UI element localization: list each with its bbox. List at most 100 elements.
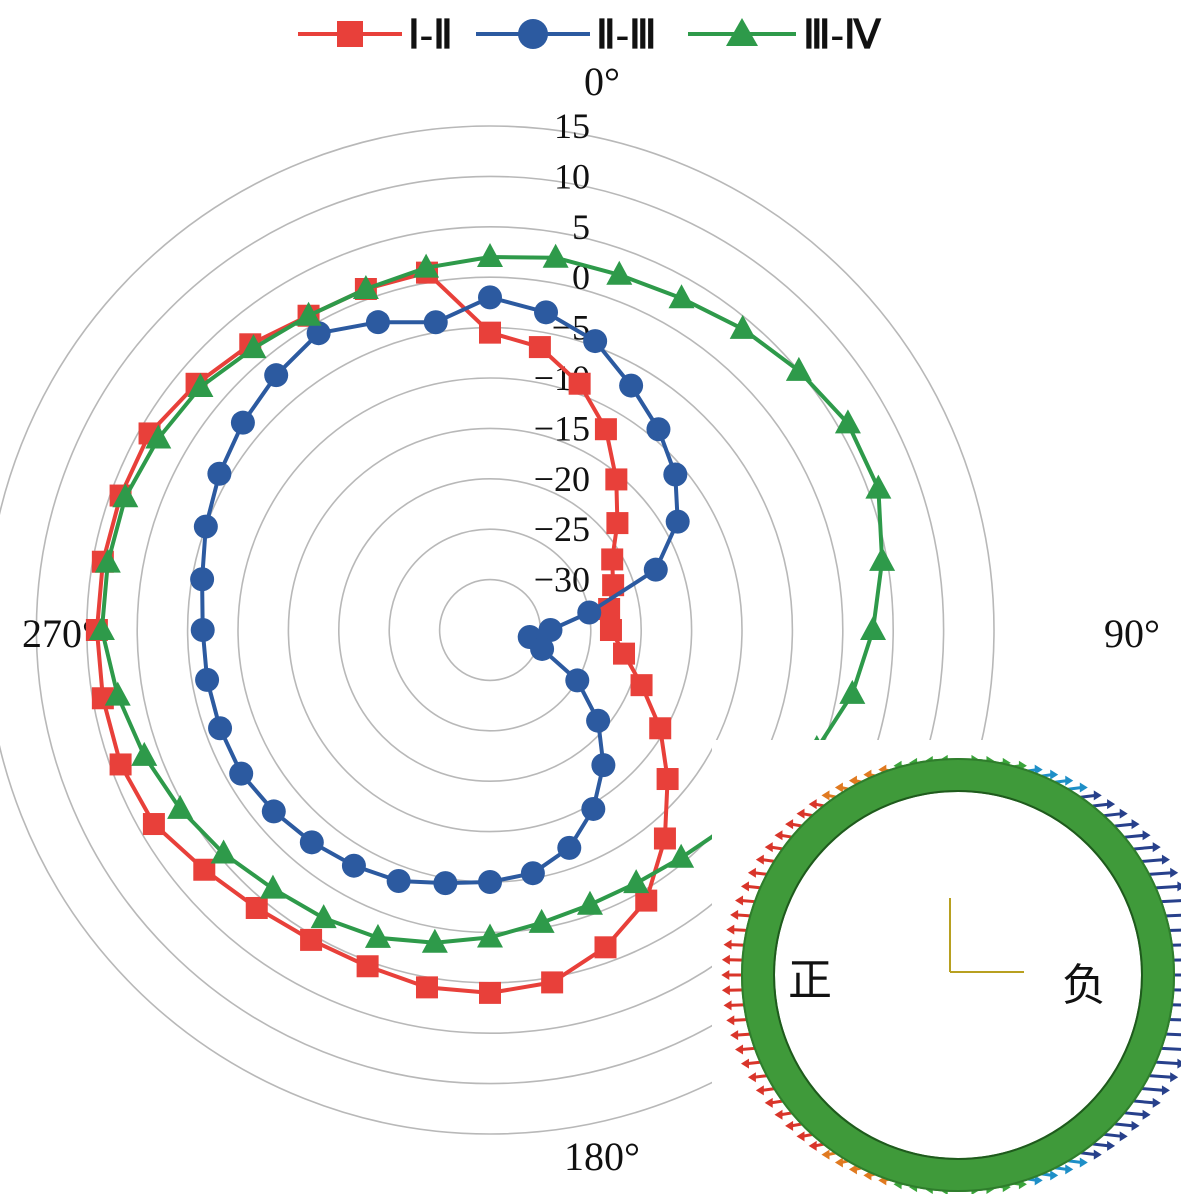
data-point xyxy=(865,474,892,499)
data-point xyxy=(528,908,555,933)
inset-arrowhead xyxy=(726,924,735,935)
data-point xyxy=(520,861,545,886)
data-point xyxy=(364,923,391,948)
inset-arrowhead xyxy=(730,909,739,920)
data-point xyxy=(187,373,214,398)
data-point xyxy=(88,616,115,640)
data-point xyxy=(310,904,337,929)
inset-arrowhead xyxy=(1177,881,1181,892)
data-point xyxy=(230,410,255,435)
data-point xyxy=(834,409,861,434)
radial-tick-label: 10 xyxy=(554,156,590,196)
inset-arrow xyxy=(1139,1086,1165,1092)
inset-arrowhead xyxy=(1050,769,1059,780)
data-point xyxy=(643,557,668,582)
data-point xyxy=(528,336,551,359)
data-point xyxy=(646,417,671,442)
series-layer xyxy=(85,243,896,1004)
data-point xyxy=(145,424,172,449)
inset-axis-triad xyxy=(949,898,1024,973)
data-point xyxy=(586,708,611,733)
inset-arrow xyxy=(1139,858,1165,864)
inset-arrow xyxy=(1169,1003,1181,1007)
inset-arrow xyxy=(1146,871,1173,877)
data-point xyxy=(433,871,458,896)
inset-arrowhead xyxy=(808,799,817,810)
grid-ring xyxy=(388,528,592,732)
inset-arrowhead xyxy=(821,790,830,801)
inset-arrowhead xyxy=(1177,1058,1181,1069)
inset-arrowhead xyxy=(1161,854,1170,865)
data-point xyxy=(210,839,237,864)
inset-arrowhead xyxy=(1142,1109,1151,1120)
inset-arrowhead xyxy=(723,939,732,950)
data-point xyxy=(261,799,286,824)
inset-arrowhead xyxy=(1131,819,1140,830)
inset-arrowhead xyxy=(1065,1164,1074,1175)
data-point xyxy=(193,858,216,881)
grid-ring xyxy=(0,125,995,1135)
inset-arrowhead xyxy=(747,1072,756,1083)
data-point xyxy=(104,681,131,706)
data-point xyxy=(606,512,629,535)
inset-arrowhead xyxy=(848,775,857,786)
inset-arrowhead xyxy=(740,1058,749,1069)
data-point xyxy=(576,890,603,915)
data-point xyxy=(542,243,569,268)
data-point xyxy=(619,373,644,398)
legend-label-2: Ⅱ-Ⅲ xyxy=(596,12,657,57)
data-point xyxy=(606,260,633,285)
inset-arrow xyxy=(1169,943,1181,947)
inset-arrowhead xyxy=(808,1140,817,1151)
radial-tick-label: 15 xyxy=(554,106,590,146)
data-point xyxy=(245,896,268,919)
data-point xyxy=(591,753,616,778)
inset-arrowhead xyxy=(1152,842,1161,853)
inset-arrow xyxy=(1163,1032,1181,1037)
inset-arrowhead xyxy=(848,1164,857,1175)
inset-arrowhead xyxy=(774,1109,783,1120)
data-point xyxy=(167,794,194,819)
data-point xyxy=(300,928,323,951)
inset-arrowhead xyxy=(1152,1097,1161,1108)
inset-arrowhead xyxy=(796,808,805,819)
data-point xyxy=(477,243,503,268)
inset-arrowhead xyxy=(730,1030,739,1041)
inset-arrowhead xyxy=(796,1131,805,1142)
radial-tick-label: −25 xyxy=(534,509,590,549)
data-point xyxy=(583,329,608,354)
inset-arrowhead xyxy=(1079,782,1088,793)
data-point xyxy=(264,363,289,388)
data-point xyxy=(386,869,411,894)
data-point xyxy=(295,301,322,326)
data-point xyxy=(839,679,866,704)
legend-item-1: Ⅰ-Ⅱ xyxy=(298,12,453,57)
inset-ring-inner-edge xyxy=(773,790,1143,1160)
data-point xyxy=(649,717,672,740)
data-point xyxy=(729,314,756,339)
data-point xyxy=(594,418,617,441)
data-point xyxy=(665,509,690,534)
inset-arrowhead xyxy=(1065,775,1074,786)
data-point xyxy=(477,923,503,948)
inset-arrowhead xyxy=(774,830,783,841)
inset-arrow xyxy=(1153,884,1180,890)
data-point xyxy=(341,853,366,878)
data-point xyxy=(635,889,658,912)
legend-item-2: Ⅱ-Ⅲ xyxy=(476,12,657,57)
inset-arrowhead xyxy=(721,954,730,965)
data-point xyxy=(229,761,254,786)
data-point xyxy=(565,668,590,693)
data-point xyxy=(538,618,563,642)
data-point xyxy=(581,796,606,821)
data-point xyxy=(478,870,502,894)
inset-label-positive: 正 xyxy=(788,955,832,1006)
data-point xyxy=(193,514,218,539)
data-point xyxy=(860,616,887,640)
angle-labels: 0° 90° 180° 270° xyxy=(22,59,1160,1179)
inset-ring-diagram: 正 负 xyxy=(712,740,1181,1194)
data-point xyxy=(557,835,582,860)
legend-marker-square xyxy=(337,21,363,47)
data-point xyxy=(605,468,628,491)
radial-tick-label: −30 xyxy=(534,560,590,600)
